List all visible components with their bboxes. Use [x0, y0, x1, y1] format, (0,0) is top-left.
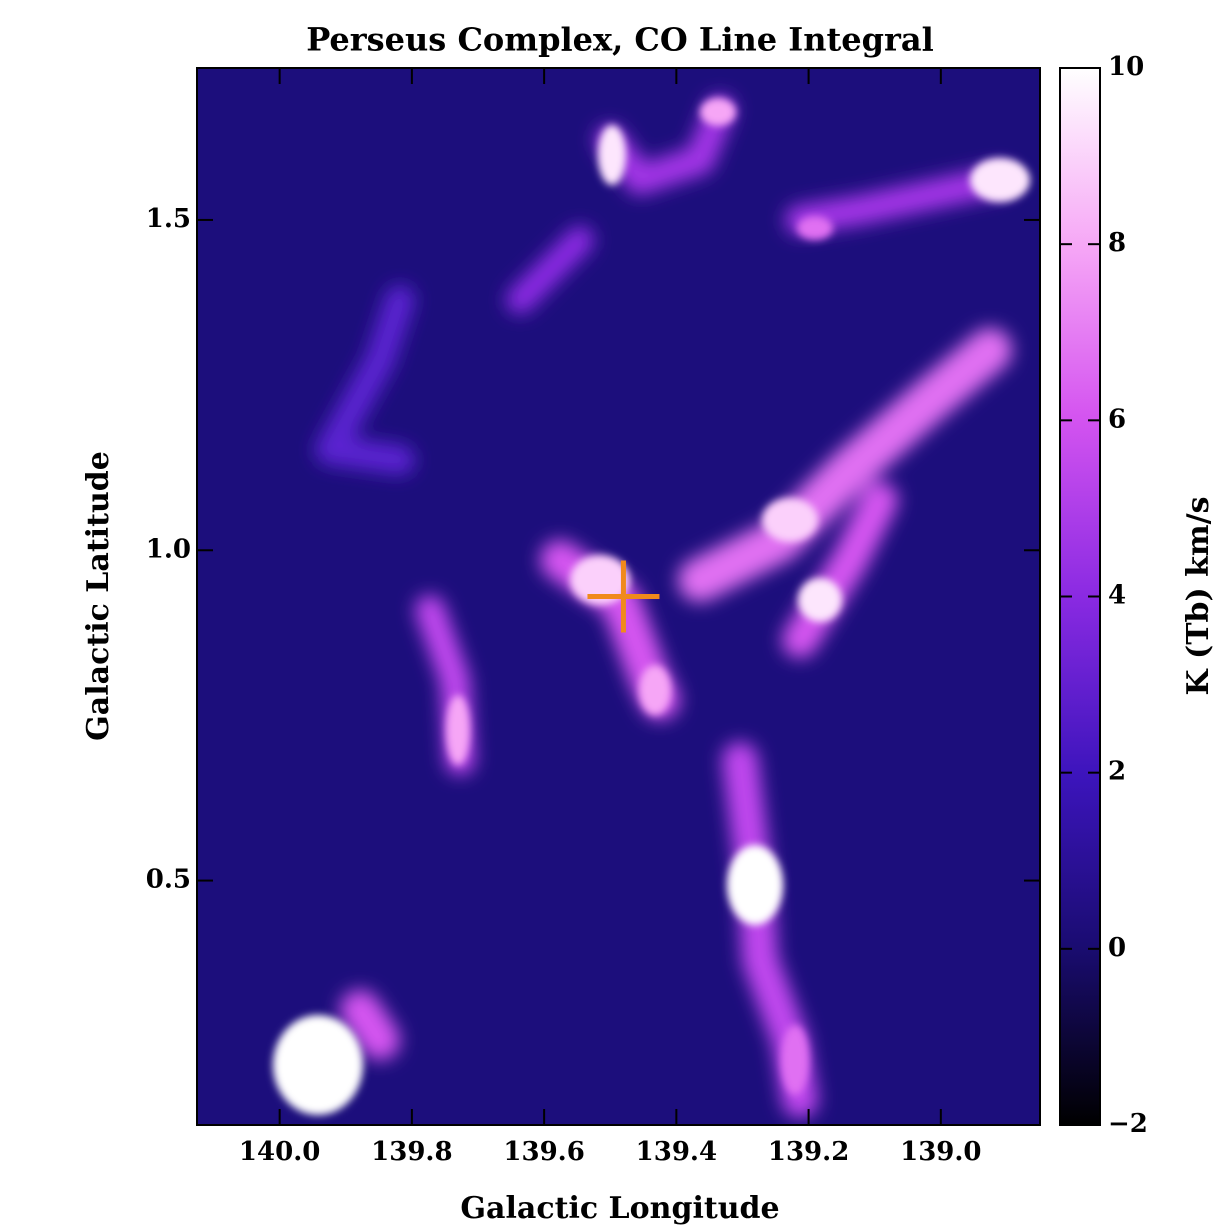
- colorbar-tick-label: 0: [1108, 933, 1126, 963]
- x-tick-label: 139.2: [768, 1137, 849, 1167]
- x-tick-label: 139.0: [900, 1137, 981, 1167]
- y-tick-label: 0.5: [146, 865, 191, 895]
- colorbar-tick-label: −2: [1108, 1109, 1148, 1139]
- plot-frame: [196, 67, 1041, 1126]
- x-axis-label: Galactic Longitude: [460, 1191, 779, 1226]
- colorbar-tick-label: 8: [1108, 228, 1126, 258]
- y-axis-label: Galactic Latitude: [81, 451, 116, 741]
- colorbar-tick-label: 6: [1108, 404, 1126, 434]
- colorbar-label: K (Tb) km/s: [1181, 496, 1216, 695]
- colorbar-tick-label: 4: [1108, 581, 1126, 611]
- x-tick-label: 139.6: [503, 1137, 584, 1167]
- chart-title: Perseus Complex, CO Line Integral: [306, 21, 934, 59]
- colorbar-tick-label: 10: [1108, 52, 1144, 82]
- y-tick-label: 1.0: [146, 534, 191, 564]
- colorbar-tick-label: 2: [1108, 757, 1126, 787]
- y-tick-label: 1.5: [146, 204, 191, 234]
- intensity-map: [197, 68, 1040, 1125]
- x-tick-label: 139.4: [636, 1137, 717, 1167]
- position-marker: [587, 560, 660, 633]
- x-tick-label: 140.0: [239, 1137, 320, 1167]
- x-tick-label: 139.8: [371, 1137, 452, 1167]
